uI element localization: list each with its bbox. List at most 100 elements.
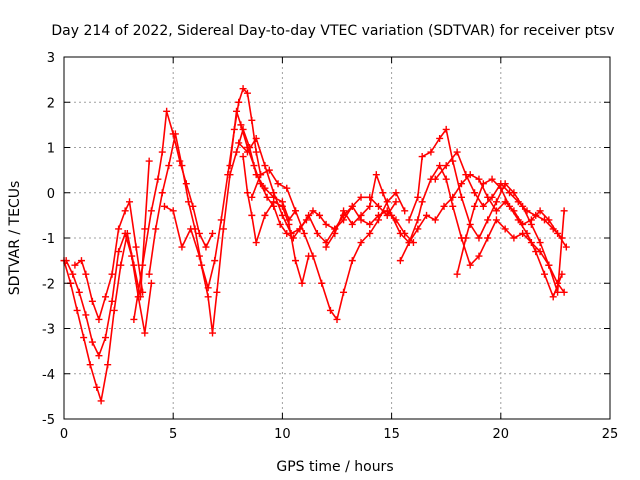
data-point — [514, 198, 522, 206]
data-point — [313, 229, 321, 237]
data-point — [479, 202, 487, 210]
data-point — [252, 148, 260, 156]
data-point — [340, 288, 348, 296]
data-point — [545, 261, 553, 269]
data-point — [108, 297, 116, 305]
data-point — [248, 116, 256, 124]
data-point — [209, 229, 217, 237]
data-point — [414, 216, 422, 224]
data-point — [562, 243, 570, 251]
data-point — [130, 315, 138, 323]
data-point — [309, 207, 317, 215]
x-tick-label: 25 — [602, 427, 619, 442]
data-point — [248, 211, 256, 219]
data-point — [145, 270, 153, 278]
data-point — [514, 216, 522, 224]
data-point — [184, 198, 192, 206]
data-point — [154, 175, 162, 183]
series-track-g — [226, 107, 417, 247]
data-point — [379, 189, 387, 197]
data-point — [414, 193, 422, 201]
series-track-k — [322, 171, 570, 251]
data-point — [195, 229, 203, 237]
data-point — [219, 225, 227, 233]
data-point — [475, 234, 483, 242]
data-point — [442, 175, 450, 183]
data-point — [326, 306, 334, 314]
data-point — [340, 216, 348, 224]
data-point — [357, 239, 365, 247]
data-point — [396, 229, 404, 237]
data-point — [88, 338, 96, 346]
data-point — [348, 220, 356, 228]
data-point — [348, 257, 356, 265]
data-point — [423, 211, 431, 219]
data-point — [436, 134, 444, 142]
data-point — [405, 239, 413, 247]
data-point — [292, 207, 300, 215]
data-point — [261, 162, 269, 170]
data-point — [549, 293, 557, 301]
data-point — [475, 175, 483, 183]
data-point — [261, 211, 269, 219]
series-track-n — [453, 175, 566, 301]
data-point — [128, 252, 136, 260]
x-tick-label: 10 — [274, 427, 291, 442]
data-point — [462, 234, 470, 242]
data-point — [357, 193, 365, 201]
data-point — [110, 306, 118, 314]
data-point — [374, 216, 382, 224]
data-point — [560, 288, 568, 296]
data-point — [436, 162, 444, 170]
data-point — [322, 220, 330, 228]
data-point — [235, 98, 243, 106]
data-point — [95, 352, 103, 360]
data-point — [141, 225, 149, 233]
data-point — [431, 216, 439, 224]
data-point — [108, 270, 116, 278]
data-point — [276, 220, 284, 228]
data-point — [88, 297, 96, 305]
data-point — [527, 220, 535, 228]
y-tick-label: -3 — [42, 323, 55, 338]
data-point — [209, 329, 217, 337]
data-point — [226, 162, 234, 170]
data-point — [292, 257, 300, 265]
data-point — [283, 184, 291, 192]
data-point — [239, 153, 247, 161]
data-point — [532, 211, 540, 219]
y-tick-label: 2 — [47, 96, 55, 111]
data-point — [147, 207, 155, 215]
data-point — [187, 225, 195, 233]
data-point — [95, 315, 103, 323]
data-point — [265, 166, 273, 174]
data-point — [202, 243, 210, 251]
data-point — [204, 293, 212, 301]
data-point — [285, 220, 293, 228]
y-tick-label: -5 — [42, 413, 55, 428]
data-point — [305, 252, 313, 260]
series-track-f — [160, 125, 300, 337]
y-tick-label: -4 — [42, 368, 55, 383]
data-point — [427, 148, 435, 156]
data-point — [71, 261, 79, 269]
data-point — [442, 162, 450, 170]
data-point — [158, 148, 166, 156]
data-point — [278, 211, 286, 219]
data-point — [75, 288, 83, 296]
y-tick-label: -1 — [42, 232, 55, 247]
data-point — [492, 198, 500, 206]
data-point — [488, 193, 496, 201]
data-point — [366, 220, 374, 228]
data-point — [506, 202, 514, 210]
data-point — [217, 216, 225, 224]
data-point — [348, 202, 356, 210]
data-point — [121, 229, 129, 237]
data-point — [257, 180, 265, 188]
data-point — [169, 207, 177, 215]
data-point — [158, 189, 166, 197]
data-point — [257, 171, 265, 179]
data-point — [396, 257, 404, 265]
data-point — [366, 202, 374, 210]
data-point — [152, 225, 160, 233]
